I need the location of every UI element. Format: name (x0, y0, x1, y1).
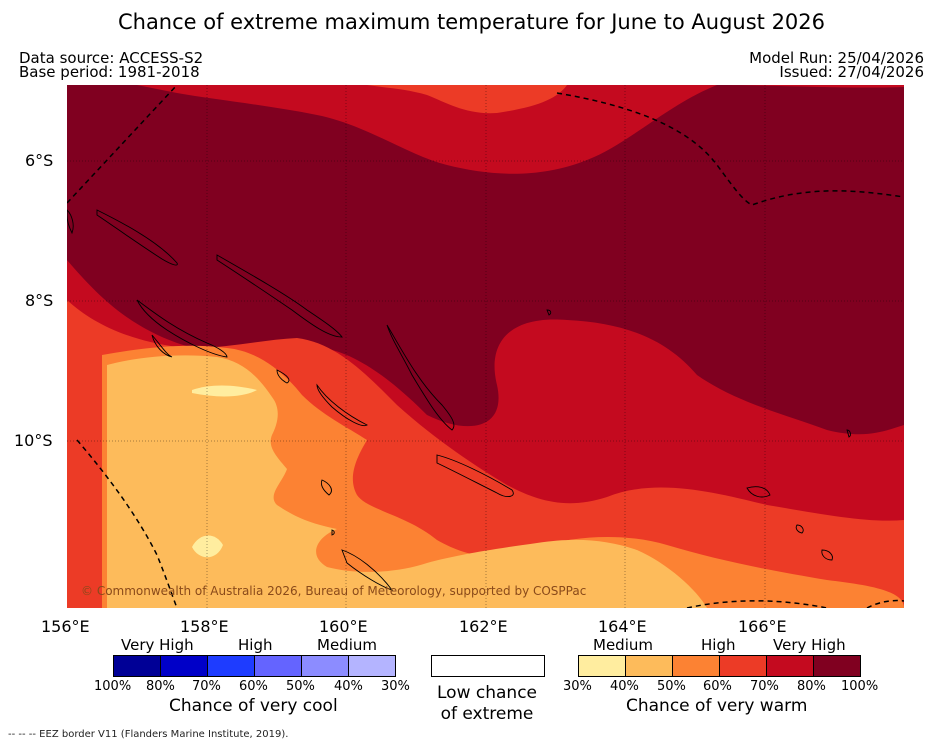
forecast-map[interactable]: © Commonwealth of Australia 2026, Bureau… (67, 85, 904, 608)
low-chance-line1: Low chance (437, 683, 537, 703)
warm-tick-30: 30% (563, 679, 592, 694)
cool-swatch-5 (302, 656, 349, 676)
warm-tick-60: 60% (703, 679, 732, 694)
lat-label-10s: 10°S (14, 431, 53, 450)
cool-tick-70: 70% (192, 679, 221, 694)
cool-tick-40: 40% (334, 679, 363, 694)
cool-group-very-high: Very High (121, 636, 194, 654)
warm-colorbar (578, 655, 861, 677)
lat-label-6s: 6°S (25, 151, 54, 170)
zone-30-40-b (192, 535, 223, 558)
warm-swatch-5 (767, 656, 814, 676)
warm-group-high: High (701, 636, 736, 654)
zone-30-40-a (192, 385, 257, 397)
cool-colorbar (113, 655, 396, 677)
zone-40-50 (107, 355, 707, 608)
base-period-label: Base period: 1981-2018 (19, 63, 200, 81)
warm-group-medium: Medium (593, 636, 653, 654)
lon-label-160e: 160°E (319, 617, 368, 636)
issued-label: Issued: 27/04/2026 (779, 63, 924, 81)
cool-tick-30: 30% (381, 679, 410, 694)
warm-group-very-high: Very High (773, 636, 846, 654)
warm-swatch-6 (814, 656, 860, 676)
cool-tick-100: 100% (94, 679, 132, 694)
lat-label-8s: 8°S (25, 291, 54, 310)
cool-group-medium: Medium (317, 636, 377, 654)
cool-tick-50: 50% (286, 679, 315, 694)
warm-tick-70: 70% (750, 679, 779, 694)
warm-swatch-4 (720, 656, 767, 676)
cool-tick-80: 80% (146, 679, 175, 694)
zone-60-70-north (367, 85, 567, 114)
graticule (67, 85, 904, 608)
warm-tick-100: 100% (841, 679, 879, 694)
warm-tick-80: 80% (797, 679, 826, 694)
low-chance-swatch (431, 655, 545, 677)
zone-70-80-north (137, 85, 904, 174)
lon-label-162e: 162°E (459, 617, 508, 636)
warm-swatch-3 (673, 656, 720, 676)
eez-border (67, 85, 904, 608)
warm-tick-40: 40% (610, 679, 639, 694)
cool-group-high: High (238, 636, 273, 654)
warm-tick-50: 50% (657, 679, 686, 694)
warm-swatch-1 (579, 656, 626, 676)
cool-caption: Chance of very cool (169, 696, 338, 716)
eez-footnote: -- -- -- EEZ border V11 (Flanders Marine… (8, 729, 289, 740)
warm-caption: Chance of very warm (626, 696, 808, 716)
cool-swatch-3 (208, 656, 255, 676)
chart-title: Chance of extreme maximum temperature fo… (117, 10, 826, 34)
low-chance-line2: of extreme (440, 704, 534, 724)
lon-label-164e: 164°E (598, 617, 647, 636)
cool-swatch-1 (114, 656, 161, 676)
model-run-label: Model Run: 25/04/2026 (749, 49, 924, 67)
cool-swatch-6 (349, 656, 395, 676)
data-source-label: Data source: ACCESS-S2 (19, 49, 204, 67)
cool-swatch-4 (255, 656, 302, 676)
lon-label-156e: 156°E (41, 617, 90, 636)
islands (67, 209, 851, 591)
copyright-text: © Commonwealth of Australia 2026, Bureau… (81, 584, 586, 598)
lon-label-166e: 166°E (738, 617, 787, 636)
warm-swatch-2 (626, 656, 673, 676)
cool-swatch-2 (161, 656, 208, 676)
lon-label-158e: 158°E (180, 617, 229, 636)
cool-tick-60: 60% (239, 679, 268, 694)
